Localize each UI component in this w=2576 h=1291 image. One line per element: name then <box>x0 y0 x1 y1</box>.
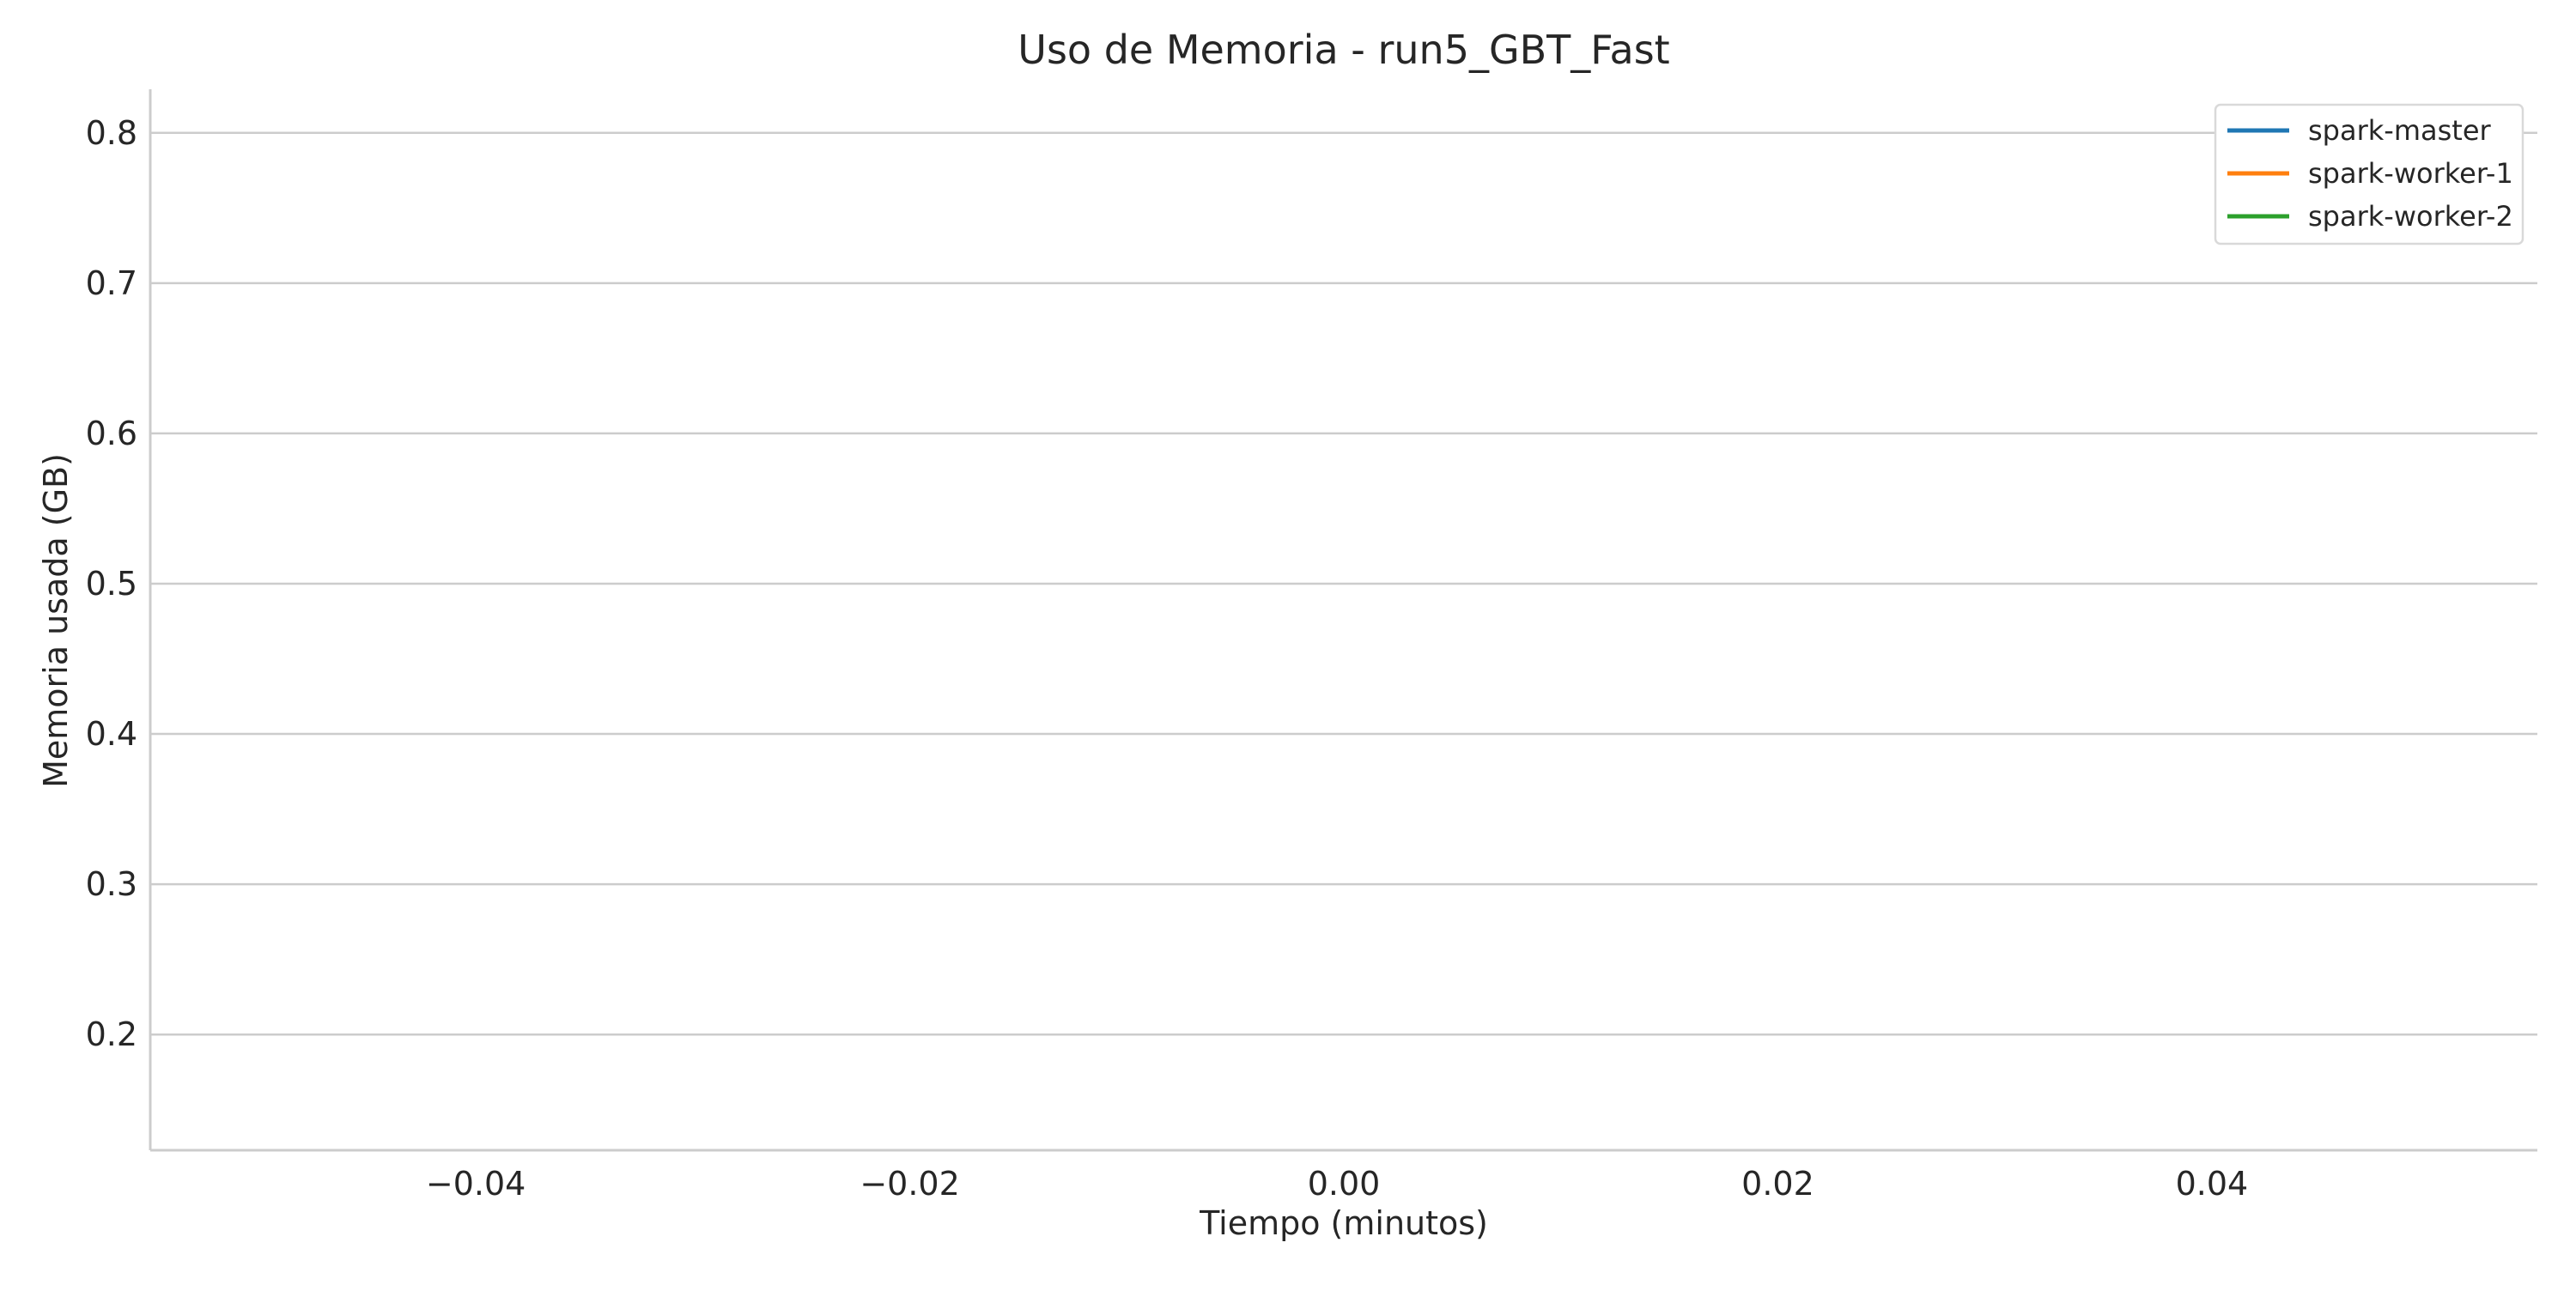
y-tick-label: 0.6 <box>86 415 137 452</box>
y-axis-label: Memoria usada (GB) <box>37 453 75 788</box>
x-tick-label: 0.02 <box>1741 1165 1814 1203</box>
x-axis-ticks: −0.04 −0.02 0.00 0.02 0.04 <box>426 1165 2248 1203</box>
legend-entry: spark-worker-1 <box>2308 157 2513 190</box>
legend-entry: spark-worker-2 <box>2308 200 2513 233</box>
gridlines <box>150 131 2537 1036</box>
chart-title: Uso de Memoria - run5_GBT_Fast <box>1018 27 1669 73</box>
legend-entry: spark-master <box>2308 114 2492 147</box>
y-tick-label: 0.3 <box>86 865 137 903</box>
legend: spark-master spark-worker-1 spark-worker-2 <box>2214 103 2524 245</box>
y-tick-label: 0.2 <box>86 1015 137 1053</box>
y-tick-label: 0.4 <box>86 715 137 753</box>
x-axis-label: Tiempo (minutos) <box>1199 1204 1488 1242</box>
legend-box <box>2214 103 2524 245</box>
x-tick-label: 0.00 <box>1308 1165 1381 1203</box>
x-tick-label: 0.04 <box>2176 1165 2249 1203</box>
y-tick-label: 0.8 <box>86 114 137 152</box>
x-tick-label: −0.04 <box>426 1165 526 1203</box>
x-tick-label: −0.02 <box>860 1165 959 1203</box>
axes <box>149 89 2537 1152</box>
y-tick-label: 0.7 <box>86 264 137 302</box>
y-tick-label: 0.5 <box>86 565 137 603</box>
y-axis-ticks: 0.2 0.3 0.4 0.5 0.6 0.7 0.8 <box>86 114 137 1053</box>
